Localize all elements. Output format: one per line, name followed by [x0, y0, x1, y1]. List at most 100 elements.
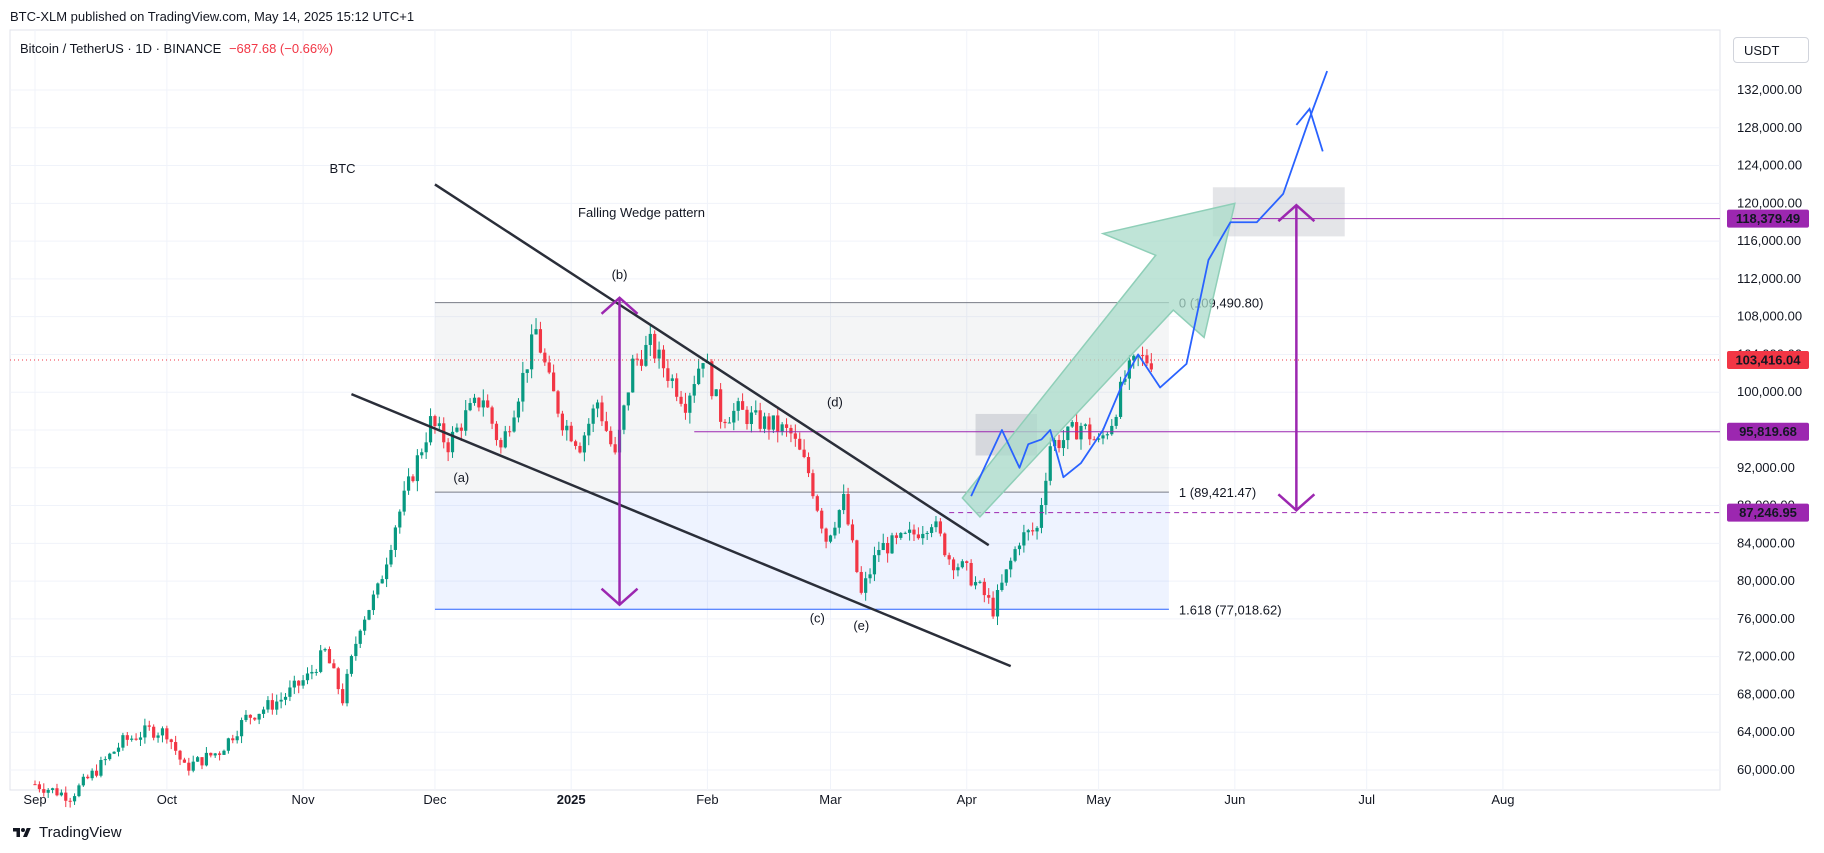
x-tick-label: Jul	[1358, 792, 1375, 807]
annotation-btc: BTC	[329, 161, 355, 176]
candle-body	[547, 362, 551, 373]
candle-body	[55, 788, 59, 796]
y-tick-label: 108,000.00	[1737, 309, 1802, 324]
candle-body	[94, 770, 99, 776]
candle-body	[152, 726, 156, 738]
candle-body	[235, 736, 239, 741]
candle-body	[468, 403, 472, 411]
candle-body	[310, 671, 314, 674]
candle-body	[587, 423, 591, 436]
wave-label: (b)	[612, 267, 628, 282]
candle-body	[1145, 355, 1149, 364]
tradingview-logo-icon	[13, 827, 31, 837]
candle-body	[1083, 424, 1088, 426]
wave-label: (a)	[453, 470, 469, 485]
candle-body	[402, 490, 406, 512]
y-tick-label: 124,000.00	[1737, 158, 1802, 173]
candle-body	[411, 476, 415, 482]
candle-body	[1035, 527, 1039, 532]
published-header: BTC-XLM published on TradingView.com, Ma…	[10, 9, 415, 24]
x-tick-label: Dec	[423, 792, 447, 807]
footer-brand[interactable]: TradingView	[11, 824, 122, 841]
x-tick-label: Oct	[157, 792, 178, 807]
candle-body	[222, 750, 226, 755]
candle-body	[565, 425, 569, 431]
footer-brand-label: TradingView	[39, 824, 122, 841]
candle-body	[1013, 549, 1017, 561]
candle-body	[1057, 439, 1061, 449]
candle-body	[226, 738, 230, 751]
y-tick-label: 68,000.00	[1737, 686, 1795, 701]
candle-body	[450, 431, 455, 453]
candle-body	[455, 427, 459, 432]
candle-body	[332, 663, 336, 669]
candle-body	[472, 397, 477, 404]
candle-body	[754, 410, 758, 413]
candle-body	[1022, 532, 1026, 546]
candle-body	[327, 649, 332, 664]
candle-body	[868, 574, 872, 579]
y-tick-label: 92,000.00	[1737, 460, 1795, 475]
candle-body	[270, 700, 274, 710]
wave-label: (e)	[853, 618, 869, 633]
candle-body	[951, 559, 956, 571]
candle-body	[169, 739, 173, 743]
fib-label-1618: 1.618 (77,018.62)	[1179, 602, 1282, 617]
x-tick-label: Apr	[957, 792, 978, 807]
candle-body	[793, 433, 797, 439]
candle-body	[987, 595, 991, 598]
x-tick-label: Mar	[819, 792, 842, 807]
y-tick-label: 120,000.00	[1737, 195, 1802, 210]
candle-body	[112, 751, 116, 754]
candle-body	[723, 421, 727, 424]
candle-body	[90, 770, 94, 779]
fib-zone-lower	[434, 492, 1169, 610]
candle-body	[899, 532, 903, 538]
y-tick-label: 116,000.00	[1737, 233, 1801, 248]
candle-body	[978, 581, 982, 583]
candle-body	[160, 728, 165, 736]
candle-body	[336, 668, 340, 690]
candle-body	[727, 422, 732, 424]
candle-body	[371, 594, 376, 611]
candle-body	[200, 757, 204, 766]
candle-body	[503, 431, 507, 448]
candle-body	[1114, 416, 1118, 426]
candle-body	[622, 405, 626, 430]
candle-body	[1039, 505, 1044, 528]
candle-body	[165, 728, 169, 740]
candle-body	[736, 401, 740, 411]
y-tick-label: 100,000.00	[1737, 384, 1802, 399]
candle-body	[886, 542, 890, 554]
candle-body	[477, 397, 481, 408]
candle-body	[525, 369, 529, 373]
x-tick-label: Sep	[23, 792, 46, 807]
candle-body	[912, 529, 916, 535]
candle-body	[846, 494, 850, 525]
currency-selector[interactable]: USDT	[1733, 37, 1809, 63]
candle-body	[196, 757, 200, 762]
candle-body	[1017, 545, 1022, 550]
candle-body	[1026, 530, 1030, 533]
candle-body	[639, 359, 644, 366]
candle-body	[1149, 363, 1153, 370]
candle-body	[929, 527, 934, 533]
candle-body	[534, 329, 538, 335]
candle-body	[815, 496, 819, 511]
candle-body	[894, 535, 899, 538]
candle-body	[99, 760, 103, 776]
candle-body	[499, 440, 503, 448]
wedge-height-arrow-head-top	[600, 296, 639, 315]
candle-body	[973, 582, 978, 586]
candle-body	[688, 395, 692, 413]
candle-body	[670, 378, 674, 381]
y-tick-label: 60,000.00	[1737, 762, 1795, 777]
candle-body	[855, 540, 859, 572]
symbol-name[interactable]: Bitcoin / TetherUS · 1D · BINANCE	[20, 41, 222, 56]
candle-body	[248, 714, 252, 718]
candles	[33, 318, 1153, 808]
candle-body	[297, 680, 301, 686]
candle-body	[354, 643, 358, 657]
candle-body	[881, 542, 885, 551]
